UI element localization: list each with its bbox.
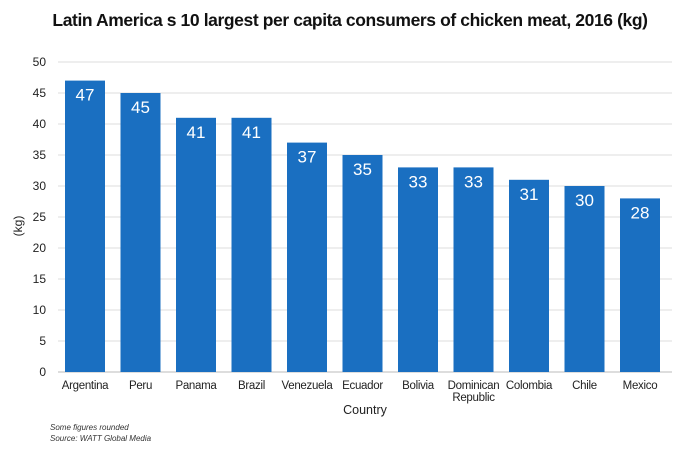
bar [620,198,660,372]
y-tick-label: 10 [33,303,47,317]
data-label: 33 [464,172,483,191]
y-tick-label: 30 [33,179,47,193]
data-label: 41 [242,123,261,142]
bar [509,179,549,372]
y-tick-label: 25 [33,210,47,224]
data-label: 41 [187,123,206,142]
data-label: 31 [520,185,539,204]
note-source: Source: WATT Global Media [50,434,152,443]
y-tick-label: 5 [39,334,46,348]
y-tick-label: 0 [39,365,46,379]
x-tick-label: Peru [129,380,152,392]
data-label: 37 [298,148,317,167]
x-tick-label: Venezuela [281,380,333,392]
x-tick-label: Chile [572,380,597,392]
note-rounded: Some figures rounded [50,423,129,432]
chart-title: Latin America s 10 largest per capita co… [52,10,648,30]
x-tick-label: Brazil [238,380,265,392]
x-axis-label: Country [343,403,388,417]
bar [231,117,272,372]
bar [342,155,383,372]
data-label: 35 [353,160,372,179]
y-tick-label: 20 [33,241,47,255]
x-tick-label: Bolivia [402,380,435,392]
x-tick-label: Ecuador [342,380,383,392]
bar [287,142,327,372]
data-label: 47 [76,86,95,105]
x-tick-label: Republic [452,392,495,404]
y-tick-label: 50 [33,55,47,69]
data-label: 28 [631,203,650,222]
y-tick-label: 40 [33,117,47,131]
bar [65,80,105,372]
data-label: 45 [131,98,150,117]
x-tick-label: Mexico [623,380,658,392]
bar [176,117,216,372]
y-tick-label: 15 [33,272,47,286]
bar [120,93,161,372]
y-tick-label: 35 [33,148,47,162]
y-tick-label: 45 [33,86,47,100]
x-tick-label: Colombia [506,380,553,392]
x-tick-label: Dominican [448,380,500,392]
x-tick-label: Argentina [62,380,109,392]
bar [453,167,494,372]
data-label: 30 [575,191,594,210]
data-label: 33 [409,172,428,191]
bar [564,186,605,372]
y-axis-label: (kg) [11,216,25,237]
bar [398,167,438,372]
x-tick-label: Panama [175,380,217,392]
